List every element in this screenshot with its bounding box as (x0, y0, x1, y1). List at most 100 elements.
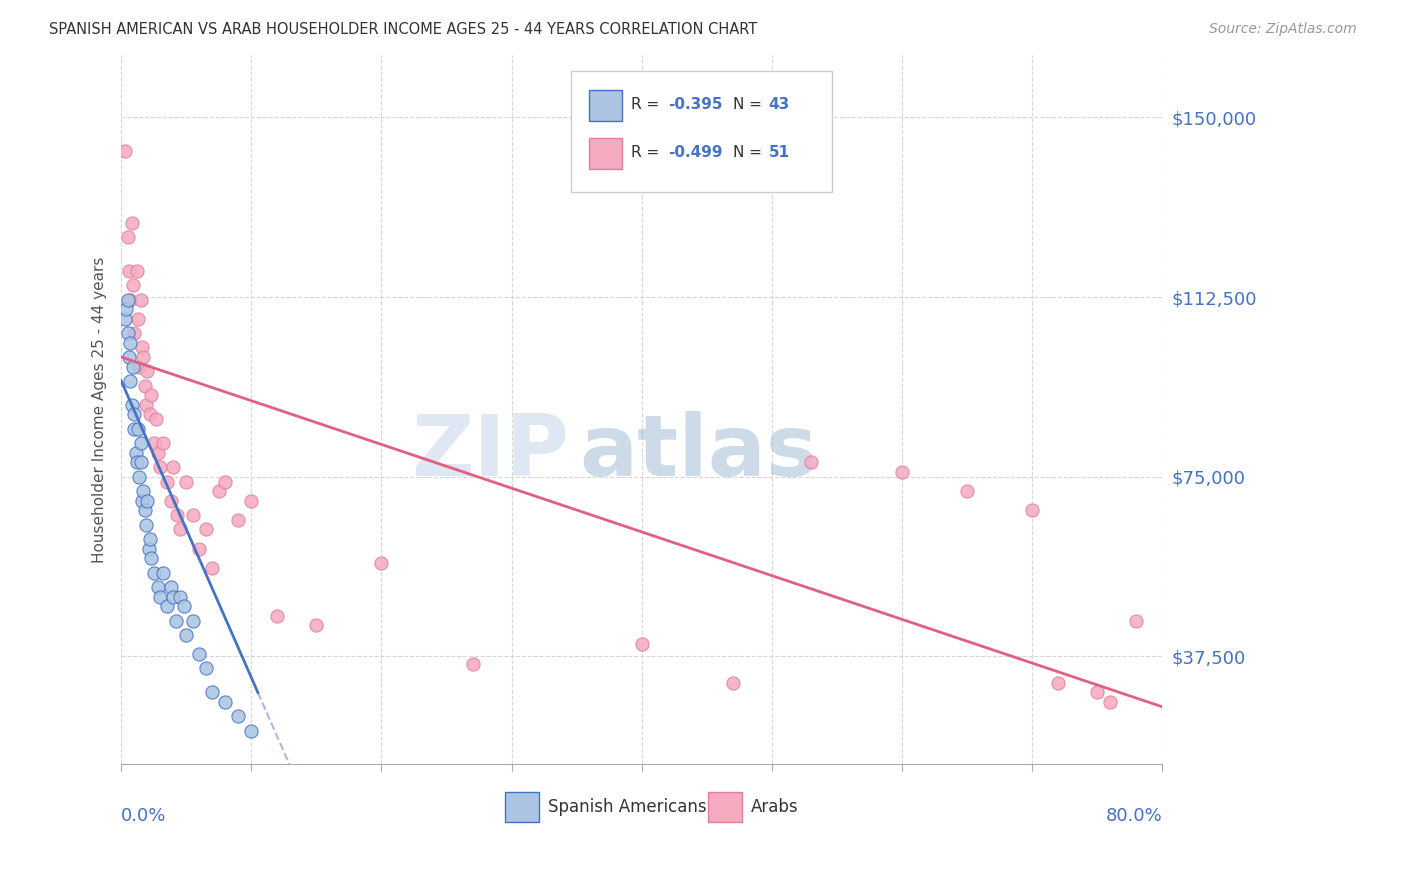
Point (1099, 695, 1122, 709)
Text: Spanish Americans: Spanish Americans (548, 797, 707, 816)
Point (128, 470, 150, 484)
Point (174, 628, 197, 642)
Point (118, 264, 141, 278)
Text: ZIP: ZIP (411, 410, 569, 494)
Point (139, 532, 162, 546)
Point (800, 455, 823, 469)
Point (129, 455, 152, 469)
Point (125, 455, 148, 469)
Text: N =: N = (734, 97, 768, 112)
Point (152, 566, 174, 580)
Text: -0.499: -0.499 (668, 145, 723, 161)
Point (129, 436, 152, 450)
Point (891, 465, 914, 479)
Point (305, 618, 328, 632)
Point (956, 484, 979, 499)
Point (122, 278, 145, 293)
Point (721, 675, 744, 690)
Point (174, 475, 197, 489)
Point (208, 484, 231, 499)
Text: 51: 51 (769, 145, 790, 161)
Point (181, 508, 204, 522)
Point (131, 340, 153, 354)
Point (149, 590, 172, 604)
Point (142, 436, 165, 450)
Point (139, 408, 162, 422)
Point (188, 541, 211, 556)
Point (128, 359, 150, 374)
Point (118, 350, 141, 364)
FancyBboxPatch shape (709, 792, 741, 822)
Point (214, 475, 236, 489)
Point (146, 580, 169, 594)
Point (181, 614, 204, 628)
Point (145, 412, 167, 426)
Text: atlas: atlas (579, 410, 817, 494)
Point (121, 398, 143, 412)
Point (121, 216, 143, 230)
Point (141, 388, 163, 402)
Point (141, 551, 163, 566)
Point (370, 556, 392, 570)
Text: N =: N = (734, 145, 768, 161)
Point (194, 661, 217, 675)
Point (630, 638, 652, 652)
Point (1085, 685, 1108, 699)
Text: Source: ZipAtlas.com: Source: ZipAtlas.com (1209, 22, 1357, 37)
Point (266, 608, 288, 623)
Point (132, 484, 155, 499)
Point (122, 359, 145, 374)
Text: R =: R = (631, 97, 665, 112)
Point (122, 326, 145, 340)
Point (214, 695, 236, 709)
Text: SPANISH AMERICAN VS ARAB HOUSEHOLDER INCOME AGES 25 - 44 YEARS CORRELATION CHART: SPANISH AMERICAN VS ARAB HOUSEHOLDER INC… (49, 22, 758, 37)
Point (240, 493, 263, 508)
Point (135, 517, 157, 532)
Point (136, 364, 159, 378)
Text: -0.395: -0.395 (668, 97, 723, 112)
Point (194, 523, 217, 537)
Point (169, 590, 191, 604)
Point (159, 580, 181, 594)
FancyBboxPatch shape (571, 70, 832, 192)
Point (228, 513, 250, 527)
Point (117, 326, 139, 340)
Point (134, 378, 156, 392)
FancyBboxPatch shape (589, 138, 621, 169)
Point (114, 144, 136, 158)
Text: R =: R = (631, 145, 665, 161)
Point (127, 311, 149, 326)
Point (1021, 503, 1043, 517)
Point (173, 599, 195, 614)
Point (165, 614, 187, 628)
Point (159, 493, 181, 508)
Point (124, 446, 146, 460)
FancyBboxPatch shape (589, 90, 621, 121)
Point (125, 264, 148, 278)
Point (120, 335, 142, 350)
Point (122, 422, 145, 436)
Text: 0.0%: 0.0% (121, 807, 166, 825)
Point (156, 475, 179, 489)
Point (166, 508, 188, 522)
Point (114, 311, 136, 326)
Point (136, 493, 159, 508)
Point (152, 436, 174, 450)
Point (188, 647, 211, 661)
Point (146, 446, 169, 460)
Point (240, 723, 263, 738)
Point (228, 709, 250, 723)
Point (132, 350, 155, 364)
Point (156, 599, 179, 614)
Point (134, 503, 156, 517)
Point (149, 460, 172, 475)
Point (162, 460, 184, 475)
Y-axis label: Householder Income Ages 25 - 44 years: Householder Income Ages 25 - 44 years (93, 257, 107, 563)
Point (117, 230, 139, 244)
Text: Arabs: Arabs (751, 797, 799, 816)
Point (1047, 675, 1070, 690)
Point (131, 493, 153, 508)
Point (201, 685, 224, 699)
Point (169, 523, 191, 537)
FancyBboxPatch shape (505, 792, 538, 822)
